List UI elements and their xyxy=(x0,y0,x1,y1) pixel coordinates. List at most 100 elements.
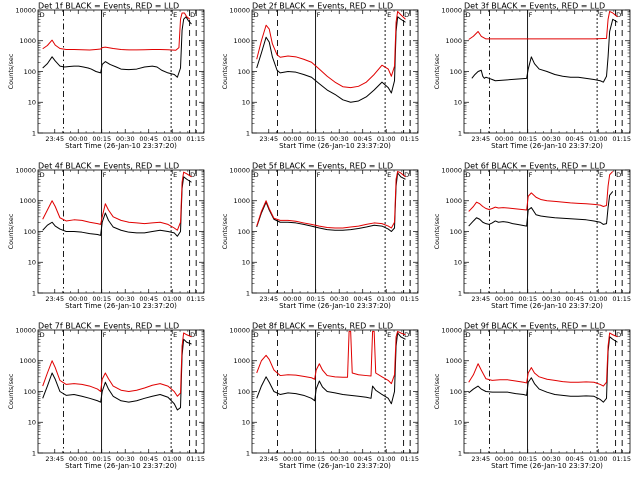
series-events-line xyxy=(42,16,192,78)
y-tick-label: 10000 xyxy=(441,326,462,334)
x-tick-label: 00:30 xyxy=(116,455,135,463)
marker-flag-label: D xyxy=(466,11,471,19)
panel-det-7: Det 7f BLACK = Events, RED = LLD 1 10 100 10… xyxy=(7,322,205,471)
marker-flag-label: E xyxy=(173,171,177,179)
panel-det-6: Det 6f BLACK = Events, RED = LLD 1 10 100 10… xyxy=(433,162,631,311)
y-tick-label: 10000 xyxy=(229,166,250,174)
plot-frame xyxy=(37,329,205,454)
panel-title: Det 5f BLACK = Events, RED = LLD xyxy=(252,162,393,171)
series-group xyxy=(42,332,192,411)
panel-title: Det 7f BLACK = Events, RED = LLD xyxy=(38,322,179,331)
series-lld-line xyxy=(468,332,618,387)
y-tick-label: 1 xyxy=(32,289,36,297)
marker-flag-label: F xyxy=(103,11,107,19)
x-tick-label: 01:00 xyxy=(163,135,182,143)
panel-title: Det 8f BLACK = Events, RED = LLD xyxy=(252,322,393,331)
plot-frame xyxy=(251,9,419,134)
y-tick-label: 1000 xyxy=(233,37,250,45)
y-tick-label: 1 xyxy=(32,449,36,457)
plot-frame xyxy=(251,169,419,294)
panel-det-2: Det 2f BLACK = Events, RED = LLD 1 10 100 10… xyxy=(221,2,419,151)
series-events-line xyxy=(42,176,192,237)
x-tick-label: 00:00 xyxy=(495,295,514,303)
x-tick-label: 01:00 xyxy=(163,295,182,303)
x-tick-label: 01:15 xyxy=(612,135,631,143)
marker-flag-label: D xyxy=(616,11,621,19)
x-tick-label: 00:45 xyxy=(139,135,158,143)
x-tick-label: 00:15 xyxy=(518,295,537,303)
series-lld-line xyxy=(42,12,191,51)
x-tick-label: 01:15 xyxy=(400,295,419,303)
y-tick-label: 100 xyxy=(450,388,462,396)
marker-flag-label: D xyxy=(466,171,471,179)
y-tick-label: 10 xyxy=(454,419,462,427)
series-group xyxy=(468,10,618,83)
y-tick-label: 100 xyxy=(24,68,36,76)
series-group xyxy=(256,10,406,103)
marker-flag-label: F xyxy=(317,171,321,179)
x-tick-label: 01:00 xyxy=(377,135,396,143)
x-tick-label: 01:15 xyxy=(186,135,205,143)
marker-flag-label: F xyxy=(103,331,107,339)
marker-flag-label: D xyxy=(190,331,195,339)
x-tick-label: 00:45 xyxy=(139,295,158,303)
marker-flag-label: F xyxy=(529,11,533,19)
y-axis-label: Counts/sec xyxy=(221,213,229,249)
y-tick-label: 100 xyxy=(238,68,250,76)
x-tick-label: 00:45 xyxy=(353,135,372,143)
plot-frame xyxy=(463,169,631,294)
x-tick-label: 23:45 xyxy=(471,455,490,463)
x-tick-label: 00:15 xyxy=(306,295,325,303)
x-axis-label: Start Time (26-Jan-10 23:37:20) xyxy=(491,462,603,470)
series-group xyxy=(256,170,406,232)
x-tick-label: 23:45 xyxy=(45,135,64,143)
x-tick-label: 01:00 xyxy=(589,295,608,303)
panel-det-1: Det 1f BLACK = Events, RED = LLD 1 10 100 10… xyxy=(7,2,205,151)
y-tick-label: 1000 xyxy=(233,357,250,365)
marker-flag-label: E xyxy=(599,11,603,19)
x-axis-label: Start Time (26-Jan-10 23:37:20) xyxy=(65,302,177,310)
y-tick-label: 10 xyxy=(28,259,36,267)
x-tick-label: 00:45 xyxy=(139,455,158,463)
y-tick-label: 100 xyxy=(450,228,462,236)
marker-flag-label: D xyxy=(466,331,471,339)
panel-title: Det 1f BLACK = Events, RED = LLD xyxy=(38,2,179,11)
x-tick-label: 00:00 xyxy=(69,135,88,143)
y-tick-label: 10 xyxy=(242,99,250,107)
series-group xyxy=(468,171,614,227)
panel-title: Det 9f BLACK = Events, RED = LLD xyxy=(464,322,605,331)
x-tick-label: 00:00 xyxy=(495,455,514,463)
panel-det-9: Det 9f BLACK = Events, RED = LLD 1 10 100 10… xyxy=(433,322,631,471)
marker-flag-label: F xyxy=(103,171,107,179)
y-tick-label: 1 xyxy=(458,449,462,457)
x-tick-label: 00:15 xyxy=(306,135,325,143)
series-group xyxy=(42,171,192,237)
x-tick-label: 00:30 xyxy=(330,295,349,303)
x-tick-label: 01:00 xyxy=(163,455,182,463)
x-tick-label: 00:30 xyxy=(542,135,561,143)
x-axis-label: Start Time (26-Jan-10 23:37:20) xyxy=(279,462,391,470)
marker-flag-label: E xyxy=(173,331,177,339)
panel-title: Det 2f BLACK = Events, RED = LLD xyxy=(252,2,393,11)
x-tick-label: 01:15 xyxy=(186,455,205,463)
marker-flag-label: D xyxy=(40,11,45,19)
x-tick-label: 00:00 xyxy=(283,295,302,303)
series-events-line xyxy=(42,338,192,411)
x-tick-label: 23:45 xyxy=(45,295,64,303)
series-lld-line xyxy=(42,332,192,397)
marker-flag-label: D xyxy=(404,331,409,339)
x-tick-label: 00:00 xyxy=(69,455,88,463)
y-axis-label: Counts/sec xyxy=(7,373,15,409)
x-axis-label: Start Time (26-Jan-10 23:37:20) xyxy=(491,142,603,150)
y-tick-label: 10000 xyxy=(15,326,36,334)
y-tick-label: 10 xyxy=(28,99,36,107)
x-tick-label: 01:15 xyxy=(186,295,205,303)
x-tick-label: 00:30 xyxy=(542,455,561,463)
marker-flag-label: D xyxy=(40,171,45,179)
marker-flag-label: D xyxy=(190,171,195,179)
y-tick-label: 1 xyxy=(32,129,36,137)
series-events-line xyxy=(471,18,618,83)
y-tick-label: 1000 xyxy=(445,197,462,205)
marker-flag-label: D xyxy=(404,11,409,19)
